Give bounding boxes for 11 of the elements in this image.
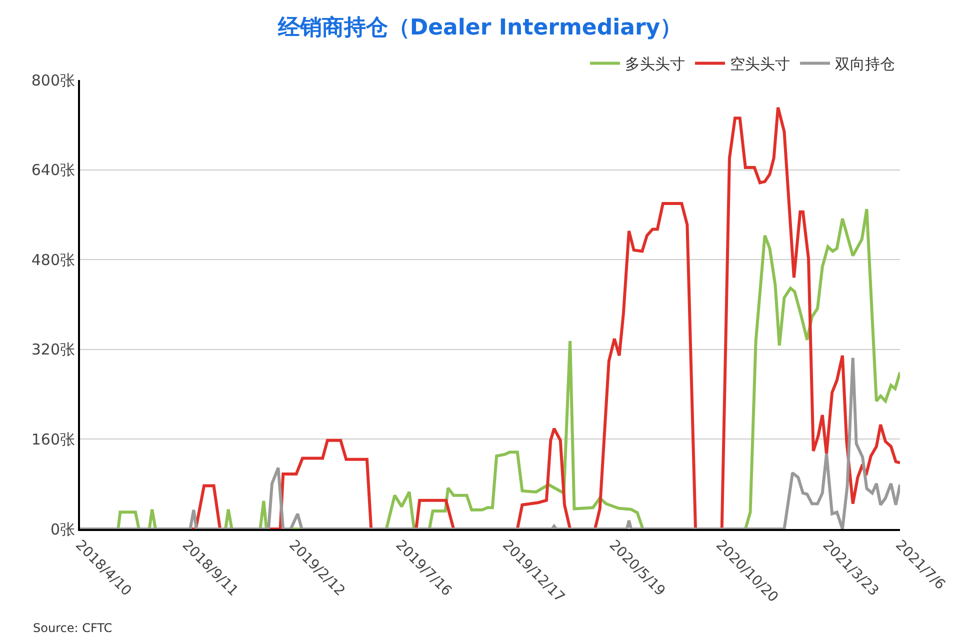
legend-label: 双向持仓 xyxy=(835,55,895,74)
source-note: Source: CFTC xyxy=(33,621,112,635)
legend-label: 空头头寸 xyxy=(730,55,790,74)
y-tick-label: 640张 xyxy=(31,161,75,180)
chart-title: 经销商持仓（Dealer Intermediary） xyxy=(276,14,682,41)
y-tick-label: 160张 xyxy=(31,430,75,448)
y-tick-label: 480张 xyxy=(31,250,75,269)
y-tick-label: 320张 xyxy=(31,340,75,359)
legend-label: 多头头寸 xyxy=(625,55,685,74)
y-tick-label: 800张 xyxy=(31,71,75,90)
y-tick-label: 0张 xyxy=(50,520,75,538)
